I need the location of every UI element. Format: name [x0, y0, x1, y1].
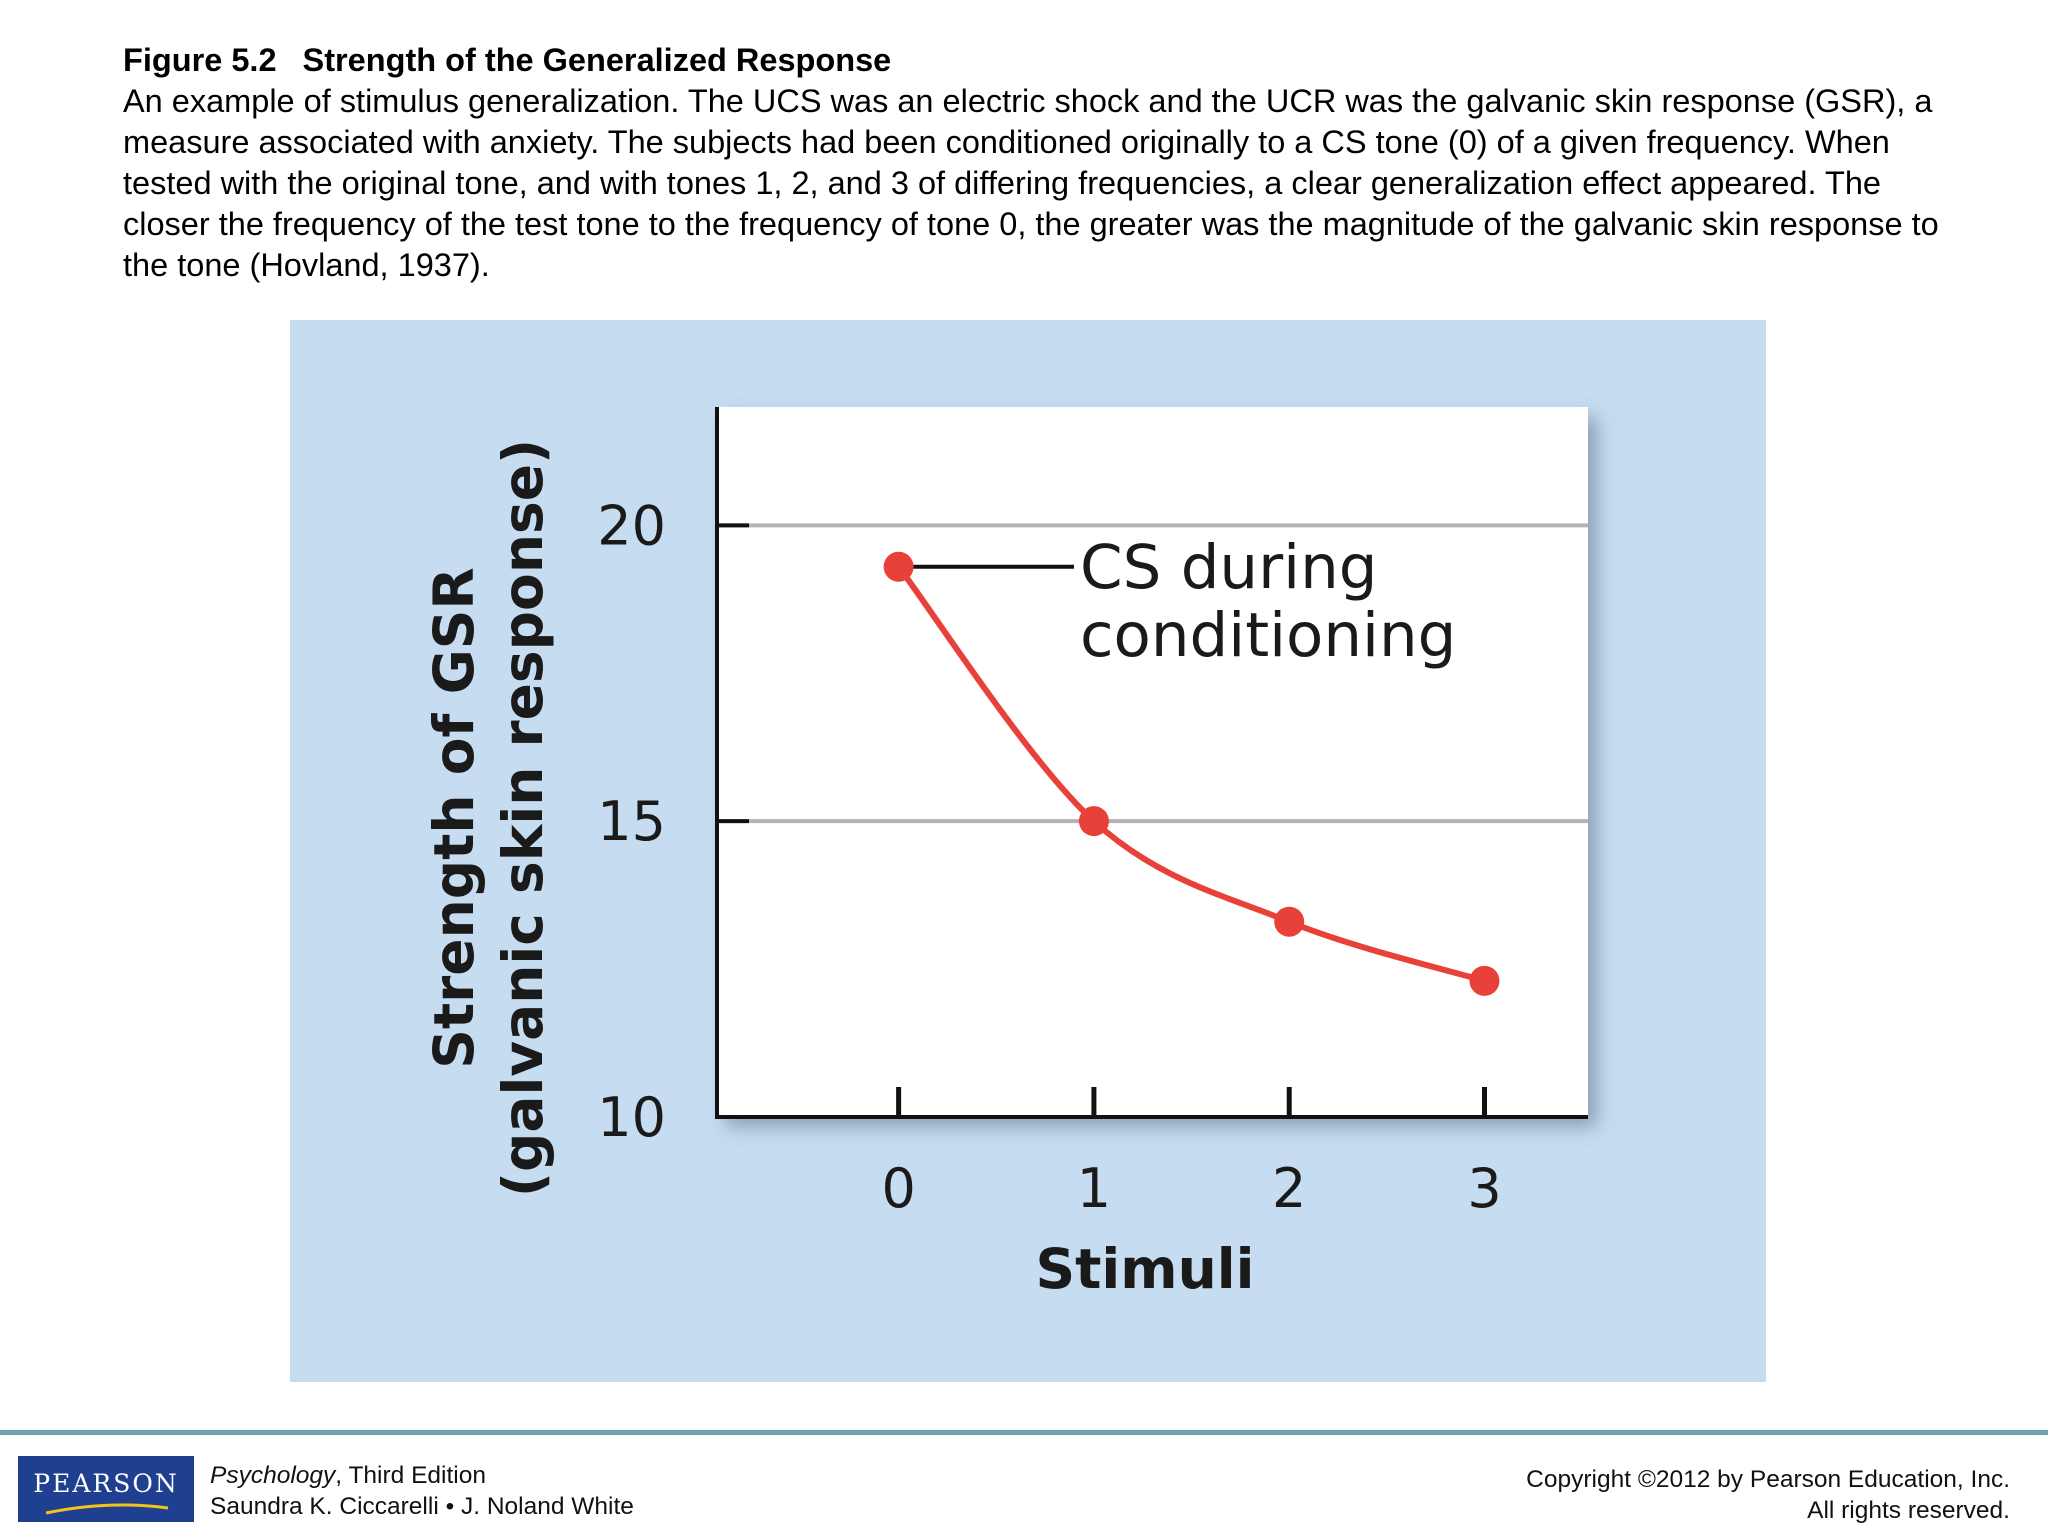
series-line [895, 563, 1488, 984]
book-title-line: Psychology, Third Edition [210, 1460, 634, 1491]
book-edition: , Third Edition [335, 1462, 487, 1489]
y-axis-title-line-2: (galvanic skin response) [491, 439, 555, 1197]
x-tick-label-1: 1 [1077, 1157, 1111, 1220]
figure-caption: Figure 5.2 Strength of the Generalized Re… [123, 40, 1953, 286]
data-points [883, 551, 1500, 996]
copyright-line-1: Copyright ©2012 by Pearson Education, In… [1526, 1466, 2010, 1493]
x-tick-label-0: 0 [881, 1157, 915, 1220]
copyright-line-2: All rights reserved. [1807, 1497, 2010, 1524]
gridlines [717, 523, 1588, 824]
x-tick-label-2: 2 [1272, 1157, 1306, 1220]
y-tick-label-10: 10 [597, 1086, 666, 1149]
y-tick-label-15: 15 [597, 790, 666, 853]
caption-heading: Figure 5.2 Strength of the Generalized Re… [123, 40, 1953, 81]
y-ticks: 10 15 20 [597, 494, 749, 1149]
book-authors: Saundra K. Ciccarelli • J. Noland White [210, 1493, 634, 1520]
book-title: Psychology [210, 1462, 336, 1489]
y-axis-title-line-1: Strength of GSR [422, 567, 486, 1068]
figure-title: Strength of the Generalized Response [302, 42, 892, 78]
figure-description: An example of stimulus generalization. T… [123, 83, 1939, 283]
footer-divider [0, 1430, 2048, 1435]
data-point-2 [1274, 906, 1305, 937]
pearson-swoosh-icon [45, 1503, 169, 1515]
annotation-line-2: conditioning [1080, 600, 1456, 671]
copyright-notice: Copyright ©2012 by Pearson Education, In… [1526, 1464, 2010, 1526]
data-point-0 [883, 551, 914, 582]
pearson-logo-text: PEARSON [33, 1469, 179, 1498]
y-tick-label-20: 20 [597, 494, 666, 557]
x-axis-title: Stimuli [1036, 1237, 1255, 1301]
figure-label: Figure 5.2 [123, 42, 277, 78]
data-point-1 [1078, 806, 1109, 837]
x-ticks: 0 1 2 3 [881, 1087, 1502, 1220]
x-tick-label-3: 3 [1467, 1157, 1501, 1220]
data-point-3 [1469, 965, 1500, 996]
pearson-logo: PEARSON [18, 1456, 194, 1522]
annotation-line-1: CS during [1080, 532, 1378, 603]
book-info: Psychology, Third Edition Saundra K. Cic… [210, 1460, 634, 1522]
plot-area [717, 407, 1588, 1117]
